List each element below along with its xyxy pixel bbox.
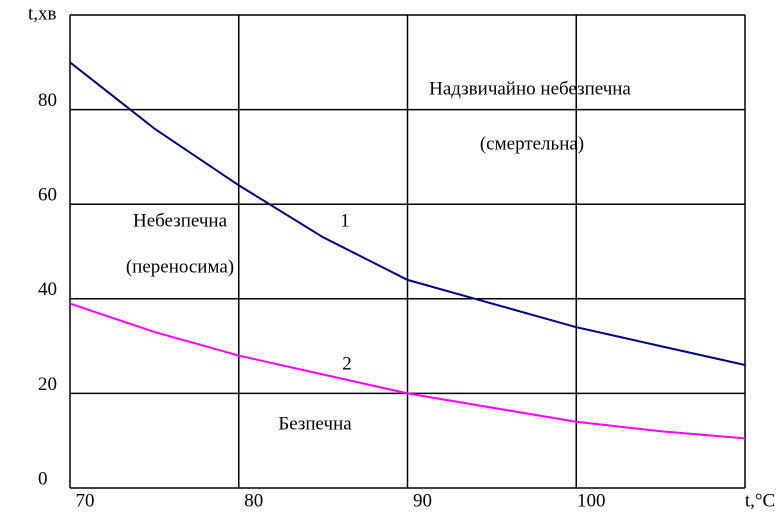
series-line — [69, 302, 746, 440]
y-tick-label: 0 — [38, 468, 48, 489]
annotation: (переносима) — [126, 256, 234, 277]
x-tick-label: 90 — [413, 490, 432, 511]
y-tick-label: 60 — [38, 185, 57, 206]
x-tick-label: t,°C — [745, 490, 775, 511]
x-tick-label: 80 — [244, 490, 263, 511]
series-line — [69, 61, 746, 366]
y-tick-label: 40 — [38, 279, 57, 300]
annotation: Безпечна — [278, 413, 352, 434]
annotation: Надзвичайно небезпечна — [429, 78, 631, 99]
y-tick-label: t,хв — [28, 3, 57, 24]
annotation: (смертельна) — [480, 133, 584, 154]
x-tick-label: 70 — [76, 490, 95, 511]
series-label: 1 — [340, 210, 350, 231]
series-label: 2 — [342, 353, 352, 374]
x-tick-label: 100 — [577, 490, 606, 511]
y-tick-label: 20 — [38, 374, 57, 395]
y-tick-label: 80 — [38, 90, 57, 111]
annotation: Небезпечна — [133, 210, 228, 231]
